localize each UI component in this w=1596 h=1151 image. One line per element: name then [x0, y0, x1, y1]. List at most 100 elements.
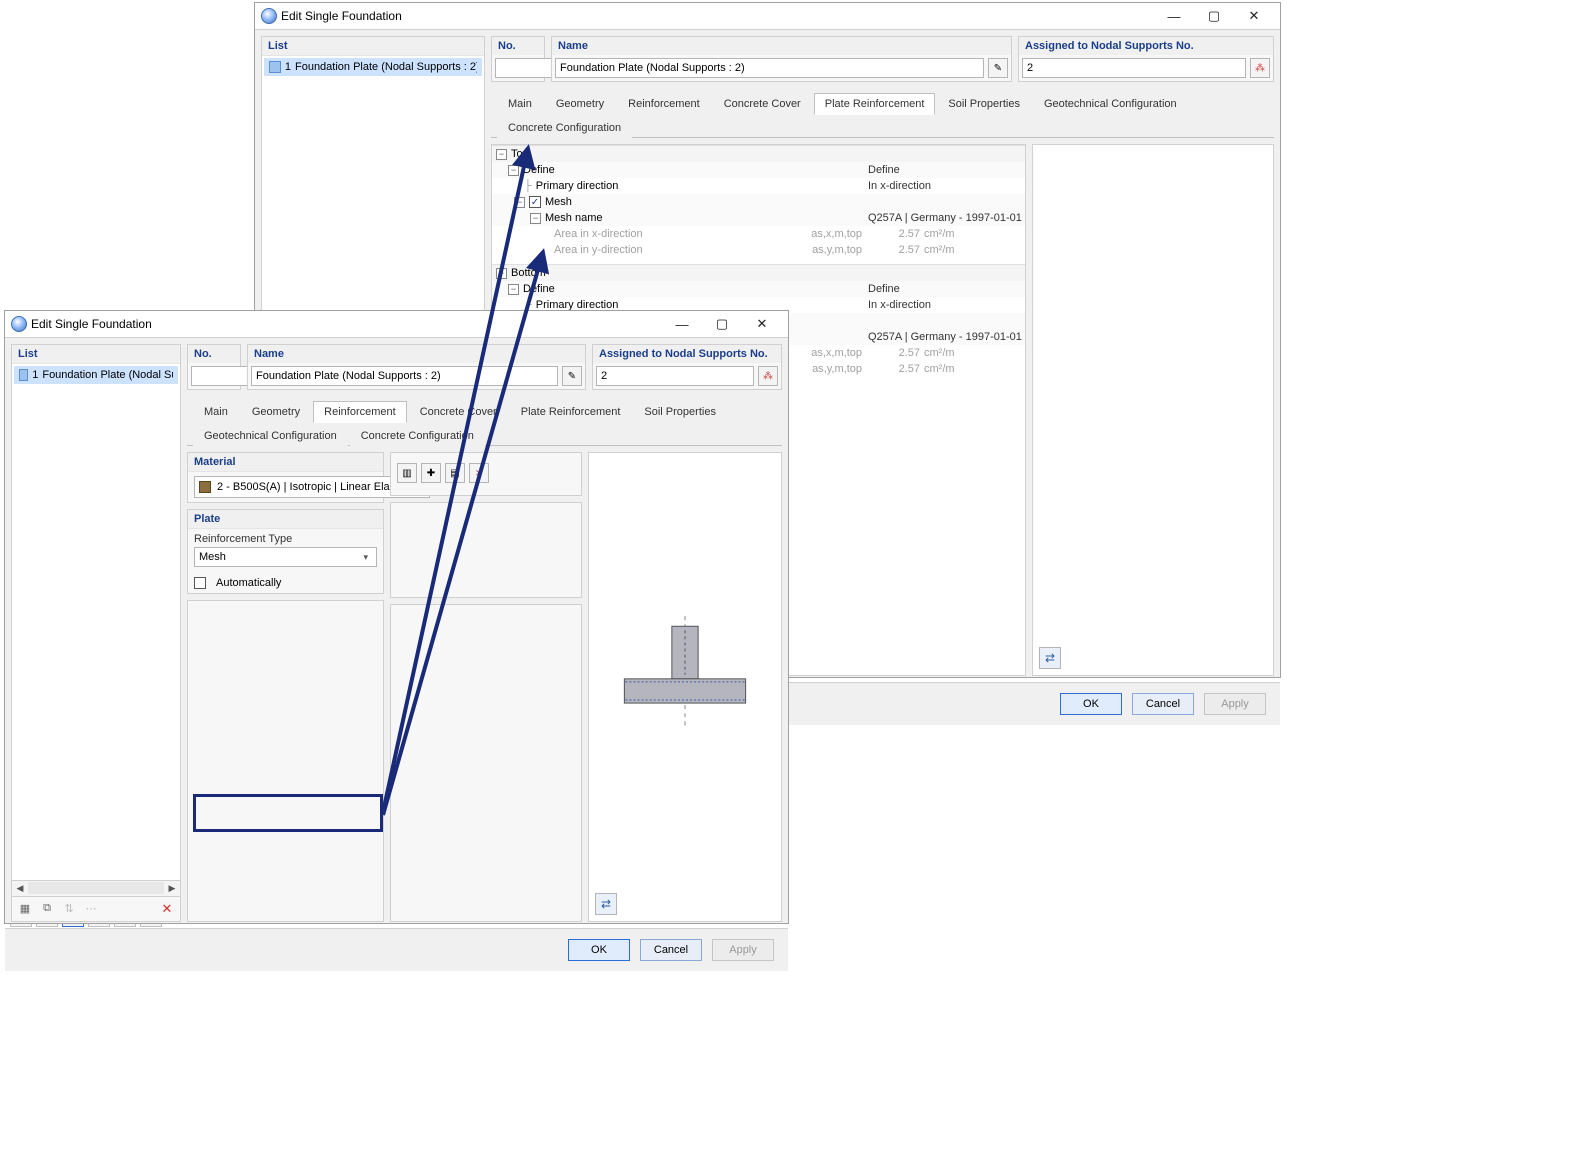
- expander-icon[interactable]: −: [514, 197, 525, 208]
- material-swatch-icon: [199, 481, 211, 493]
- automatically-checkbox[interactable]: [194, 577, 206, 589]
- tab-main[interactable]: Main: [193, 401, 239, 423]
- name-field: Name ✎: [247, 344, 586, 390]
- apply-button[interactable]: Apply: [1204, 693, 1266, 715]
- tab-concrete-config[interactable]: Concrete Configuration: [350, 425, 485, 446]
- row-mesh-name: Mesh name: [545, 212, 602, 224]
- reinforcement-type-value: Mesh: [199, 551, 226, 563]
- library-icon[interactable]: ▥: [397, 463, 417, 483]
- tab-reinforcement[interactable]: Reinforcement: [617, 93, 711, 115]
- delete-material-icon[interactable]: ⨯: [469, 463, 489, 483]
- minimize-button[interactable]: —: [1154, 3, 1194, 29]
- assigned-field: Assigned to Nodal Supports No. ⁂: [1018, 36, 1274, 82]
- new-material-icon[interactable]: ✚: [421, 463, 441, 483]
- unit-area-x-b: cm²/m: [920, 347, 970, 359]
- tab-geometry[interactable]: Geometry: [241, 401, 311, 423]
- spacer-panel-3: [390, 604, 582, 922]
- tab-soil-properties[interactable]: Soil Properties: [937, 93, 1031, 115]
- unit-area-y: cm²/m: [920, 244, 970, 256]
- pick-support-button[interactable]: ⁂: [758, 366, 778, 386]
- scroll-left-icon[interactable]: ◀: [12, 883, 28, 894]
- col-define-header: Define: [868, 164, 1025, 176]
- delete-item-icon[interactable]: ✕: [158, 900, 176, 918]
- assigned-input[interactable]: [596, 366, 754, 386]
- minimize-button[interactable]: —: [662, 311, 702, 337]
- list-item-index: 1: [285, 61, 291, 73]
- tab-concrete-cover[interactable]: Concrete Cover: [409, 401, 508, 423]
- list-item[interactable]: 1 Foundation Plate (Nodal Supports : 2: [14, 366, 178, 384]
- cancel-button[interactable]: Cancel: [1132, 693, 1194, 715]
- ok-button[interactable]: OK: [1060, 693, 1122, 715]
- units-icon[interactable]: ⇄: [595, 893, 617, 915]
- tab-bar: Main Geometry Reinforcement Concrete Cov…: [187, 396, 782, 446]
- val-area-y-b: 2.57: [868, 363, 920, 375]
- tab-bar: Main Geometry Reinforcement Concrete Cov…: [491, 88, 1274, 138]
- assigned-input[interactable]: [1022, 58, 1246, 78]
- titlebar: Edit Single Foundation — ▢ ✕: [5, 311, 788, 338]
- expander-icon[interactable]: −: [508, 165, 519, 176]
- filter-icon[interactable]: ⋯: [82, 900, 100, 918]
- expander-icon[interactable]: −: [530, 213, 541, 224]
- tab-geometry[interactable]: Geometry: [545, 93, 615, 115]
- tab-geotechnical[interactable]: Geotechnical Configuration: [1033, 93, 1188, 115]
- sym-area-x-b: as,x,m,top: [788, 347, 868, 359]
- tab-concrete-config[interactable]: Concrete Configuration: [497, 117, 632, 138]
- close-button[interactable]: ✕: [1234, 3, 1274, 29]
- sort-icon[interactable]: ⇅: [60, 900, 78, 918]
- preview-panel: ⇄: [588, 452, 782, 922]
- spacer-panel-2: [390, 502, 582, 598]
- maximize-button[interactable]: ▢: [1194, 3, 1234, 29]
- expander-icon[interactable]: −: [508, 284, 519, 295]
- reinforcement-type-select[interactable]: Mesh ▾: [194, 547, 377, 567]
- tab-main[interactable]: Main: [497, 93, 543, 115]
- tab-geotechnical[interactable]: Geotechnical Configuration: [193, 425, 348, 446]
- apply-button[interactable]: Apply: [712, 939, 774, 961]
- pick-support-button[interactable]: ⁂: [1250, 58, 1270, 78]
- edit-name-button[interactable]: ✎: [562, 366, 582, 386]
- section-top-label: Top: [511, 148, 529, 160]
- no-label: No.: [188, 345, 240, 363]
- list-toolbar: ▦ ⧉ ⇅ ⋯ ✕: [12, 896, 180, 921]
- spacer-panel: [187, 600, 384, 922]
- plate-panel: Plate Reinforcement Type Mesh ▾ Automati…: [187, 509, 384, 594]
- automatically-label: Automatically: [216, 577, 281, 589]
- val-primary-direction: In x-direction: [868, 180, 1025, 192]
- expander-icon[interactable]: −: [496, 268, 507, 279]
- units-icon[interactable]: ⇄: [1039, 647, 1061, 669]
- edit-material-icon[interactable]: ▤: [445, 463, 465, 483]
- copy-item-icon[interactable]: ⧉: [38, 900, 56, 918]
- val-area-x: 2.57: [868, 228, 920, 240]
- list-hscroll[interactable]: ◀ ▶: [12, 880, 180, 896]
- name-input[interactable]: [251, 366, 558, 386]
- no-field: No.: [491, 36, 545, 82]
- scroll-right-icon[interactable]: ▶: [164, 883, 180, 894]
- tab-concrete-cover[interactable]: Concrete Cover: [713, 93, 812, 115]
- chevron-down-icon[interactable]: ▾: [359, 552, 372, 563]
- expander-icon[interactable]: −: [496, 149, 507, 160]
- row-mesh: Mesh: [545, 196, 572, 208]
- edit-name-button[interactable]: ✎: [988, 58, 1008, 78]
- cancel-button[interactable]: Cancel: [640, 939, 702, 961]
- row-primary-direction: Primary direction: [536, 180, 619, 192]
- list-item[interactable]: 1 Foundation Plate (Nodal Supports : 2): [264, 58, 482, 76]
- close-button[interactable]: ✕: [742, 311, 782, 337]
- list-item-label: Foundation Plate (Nodal Supports : 2): [295, 61, 477, 73]
- section-top-header: − Top: [492, 145, 1025, 162]
- tab-soil-properties[interactable]: Soil Properties: [633, 401, 727, 423]
- assigned-field: Assigned to Nodal Supports No. ⁂: [592, 344, 782, 390]
- new-item-icon[interactable]: ▦: [16, 900, 34, 918]
- sym-area-y-b: as,y,m,top: [788, 363, 868, 375]
- val-mesh-name: Q257A | Germany - 1997-01-01: [868, 212, 1025, 224]
- reinforcement-type-label: Reinforcement Type: [194, 533, 377, 545]
- tab-plate-reinforcement[interactable]: Plate Reinforcement: [814, 93, 936, 115]
- name-input[interactable]: [555, 58, 984, 78]
- tab-plate-reinforcement[interactable]: Plate Reinforcement: [510, 401, 632, 423]
- list-header: List: [12, 345, 180, 364]
- tab-reinforcement[interactable]: Reinforcement: [313, 401, 407, 423]
- maximize-button[interactable]: ▢: [702, 311, 742, 337]
- ok-button[interactable]: OK: [568, 939, 630, 961]
- material-value: 2 - B500S(A) | Isotropic | Linear Elasti…: [217, 481, 406, 493]
- mesh-checkbox-top[interactable]: [529, 196, 541, 208]
- app-icon: [11, 316, 27, 332]
- list-item-index: 1: [32, 369, 38, 381]
